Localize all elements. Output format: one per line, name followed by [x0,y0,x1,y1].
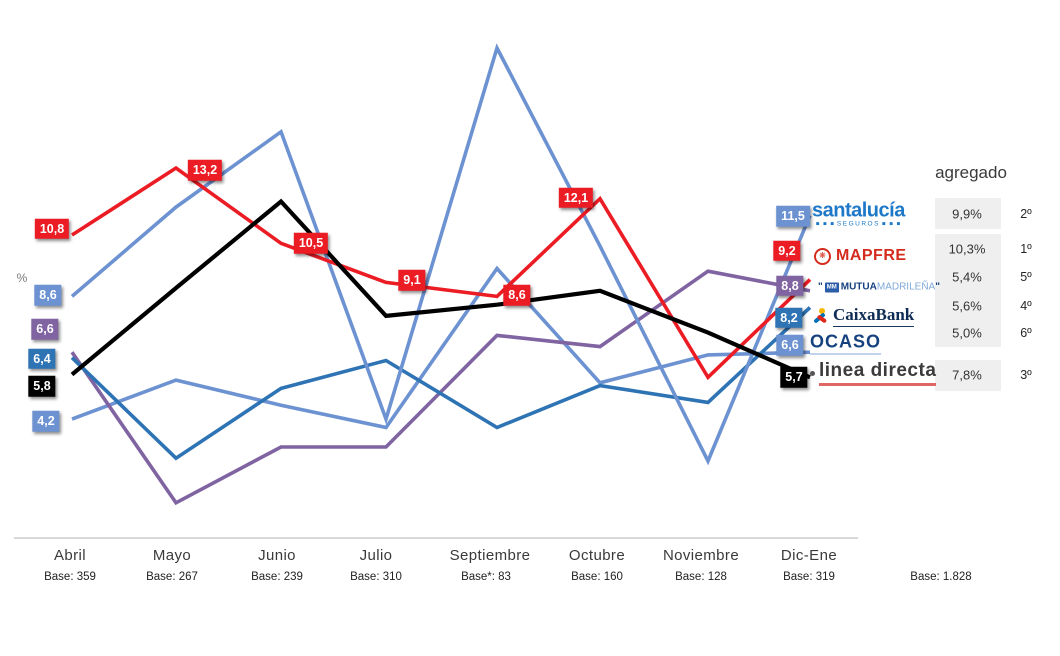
line-ocaso [71,265,811,430]
last-value-chip-mapfre: 9,2 [773,240,801,261]
last-value-chip-mutua: 8,8 [776,275,804,297]
aggregate-pct-mutua: 5,4% [952,269,982,285]
x-axis-month-8: Dic-Ene [780,547,838,564]
legend-brand-mutua: " MM MUTUA MADRILEÑA " [818,281,940,293]
mapfre-point-label-3: 9,1 [398,270,426,291]
x-axis-month-1: Abril [53,547,87,564]
aggregate-pct-mapfre: 10,3% [948,241,986,257]
x-axis-base-7: Base: 128 [675,571,727,583]
y-axis-percent-label: % [16,271,28,285]
aggregate-rank-mutua: 5º [1020,270,1032,284]
caixabank-star-icon [812,307,829,325]
first-value-chip-caixabank: 6,4 [28,348,56,369]
x-axis-month-2: Mayo [152,547,192,564]
aggregate-pct-santalucia: 9,9% [952,206,982,222]
legend-brand-caixabank: CaixaBank [812,305,915,327]
aggregate-rank-ocaso: 6º [1020,326,1032,340]
line-mapfre [71,165,812,381]
mapfre-ring-icon: ❋ [814,247,831,265]
linea-directa-dot-icon [810,370,815,376]
x-axis-month-7: Noviembre [662,547,740,564]
x-axis-month-5: Septiembre [449,547,531,564]
aggregate-box-santalucia [935,198,1001,229]
aggregate-pct-ocaso: 5,0% [952,325,982,341]
line-caixabank [70,306,812,461]
first-value-chip-mapfre: 10,8 [34,218,70,240]
aggregate-box-linea-directa [935,360,1001,391]
first-value-chip-mutua: 6,6 [31,318,59,340]
santalucia-squares-icon: ■ ■ ■ [815,221,835,228]
x-axis-base-6: Base: 160 [571,571,623,583]
mapfre-point-label-4: 8,6 [503,285,531,306]
x-axis-base-4: Base: 310 [350,571,402,583]
line-linea_directa [70,198,811,380]
x-axis-base-5: Base*: 83 [461,571,511,583]
santalucia-logo: santalucía ■ ■ ■ SEGUROS ■ ■ ■ [812,199,905,228]
aggregate-rank-mapfre: 1º [1020,242,1032,256]
x-axis-base-1: Base: 359 [44,571,96,583]
aggregate-rank-linea_directa: 3º [1020,368,1032,382]
x-axis-month-4: Julio [359,547,393,564]
x-axis-base-3: Base: 239 [251,571,303,583]
first-value-chip-ocaso: 4,2 [32,410,60,432]
mutua-mm-icon: MM [824,282,839,292]
x-axis-base-2: Base: 267 [146,571,198,583]
line-mutua [70,269,811,506]
aggregate-box-middle-group [935,234,1001,347]
aggregate-rank-caixabank: 4º [1020,299,1032,313]
legend-brand-ocaso: OCASO [810,332,882,355]
legend-brand-mapfre: ❋ MAPFRE [814,247,907,265]
aggregate-pct-caixabank: 5,6% [952,298,982,314]
legend-brand-linea_directa: linea directa [810,360,937,386]
last-value-chip-linea_directa: 5,7 [780,367,808,388]
mapfre-point-label-1: 13,2 [187,159,223,181]
santalucia-squares-icon: ■ ■ ■ [881,221,902,228]
last-value-chip-santalucia: 11,5 [776,206,810,227]
first-value-chip-santalucia: 8,6 [34,285,62,306]
x-axis-base-8: Base: 319 [783,571,835,583]
line-santalucia [70,43,812,466]
mapfre-point-label-2: 10,5 [293,233,329,254]
last-value-chip-ocaso: 6,6 [776,334,804,356]
legend-brand-santalucia: santalucía ■ ■ ■ SEGUROS ■ ■ ■ [812,200,905,228]
mapfre-point-label-5: 12,1 [558,187,594,208]
x-axis-month-3: Junio [258,547,296,564]
x-axis-month-6: Octubre [568,547,626,564]
aggregate-pct-linea_directa: 7,8% [952,367,982,383]
last-value-chip-caixabank: 8,2 [775,307,803,328]
aggregate-base-label: Base: 1.828 [910,571,972,583]
aggregate-column-header: agregado [935,163,1007,182]
first-value-chip-linea_directa: 5,8 [28,376,56,397]
aggregate-rank-santalucia: 2º [1020,207,1032,221]
